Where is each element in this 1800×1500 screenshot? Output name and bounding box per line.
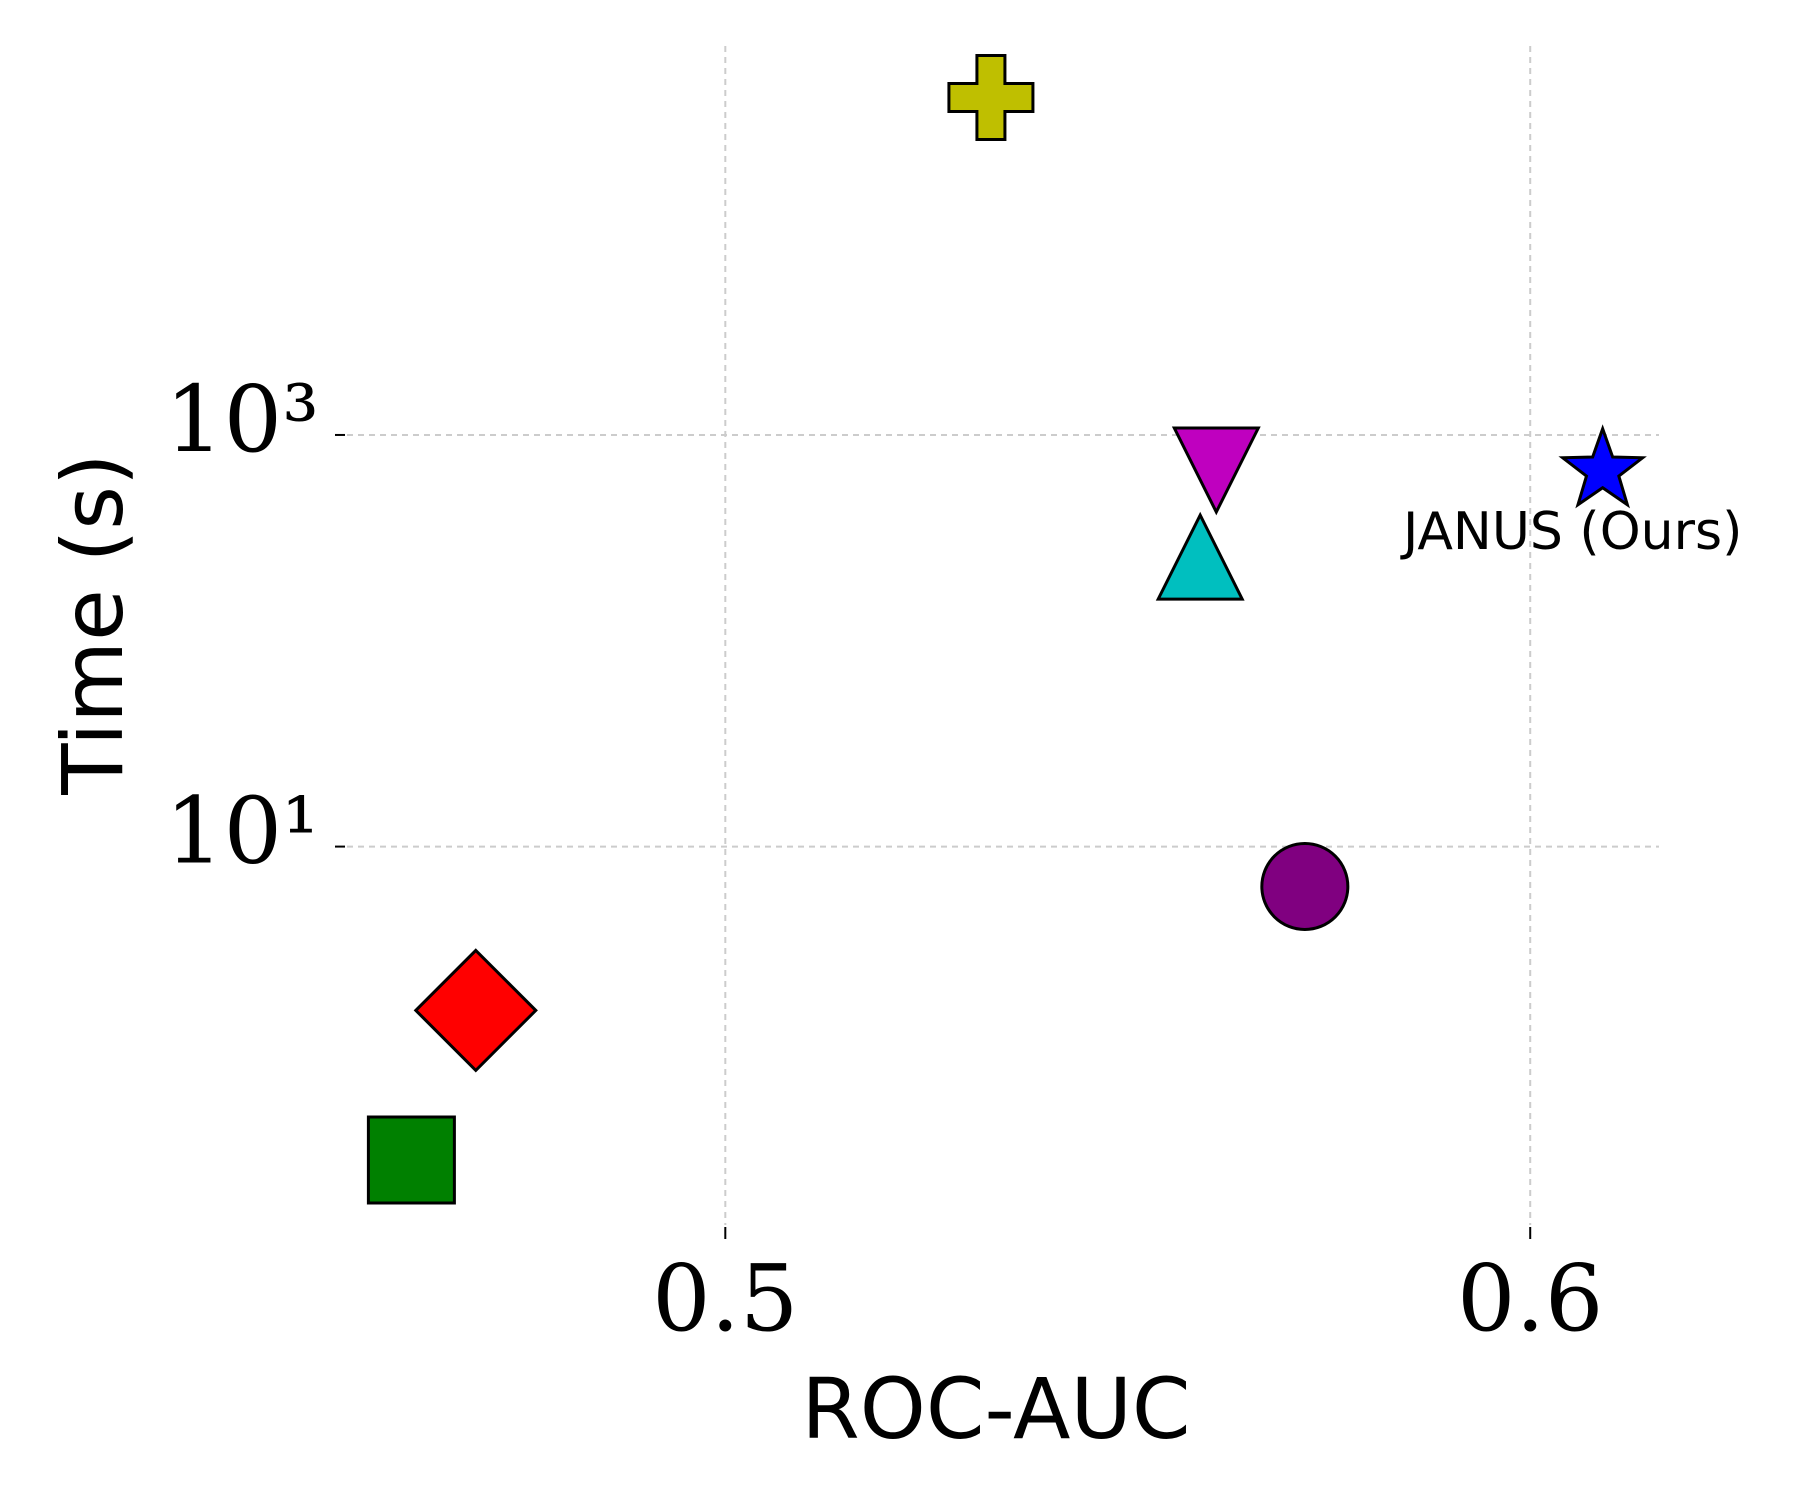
x-axis-label: ROC-AUC <box>801 1360 1190 1458</box>
y-tick-label: 10³ <box>165 366 319 473</box>
y-axis-label: Time (s) <box>44 453 142 796</box>
marker <box>1171 426 1261 516</box>
x-tick-label: 0.6 <box>1457 1245 1603 1352</box>
y-tick-label: 10¹ <box>165 778 319 885</box>
marker <box>1260 841 1350 931</box>
marker <box>1558 424 1647 509</box>
annotation: JANUS (Ours) <box>1400 502 1742 562</box>
marker <box>413 948 538 1073</box>
marker <box>366 1115 456 1205</box>
marker <box>947 54 1035 142</box>
x-tick-label: 0.5 <box>652 1245 798 1352</box>
marker <box>1155 511 1245 601</box>
